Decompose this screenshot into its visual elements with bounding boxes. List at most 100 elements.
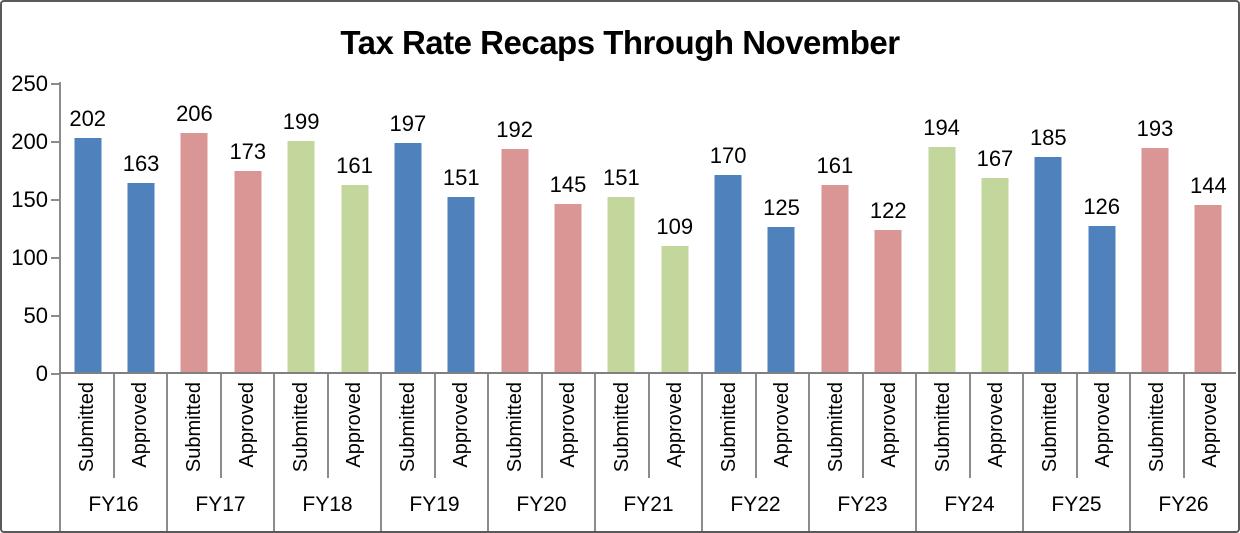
y-axis-tick-mark bbox=[51, 141, 59, 143]
bar-cell: 173 bbox=[221, 82, 274, 372]
bar-cell: 194 bbox=[915, 82, 968, 372]
series-label-submitted: Submitted bbox=[503, 382, 526, 473]
bar-fy17-submitted bbox=[180, 133, 208, 372]
bar-cell: 122 bbox=[862, 82, 915, 372]
value-label: 144 bbox=[1190, 172, 1227, 198]
category-group-fy22: Submitted Approved FY22 bbox=[701, 374, 808, 531]
fiscal-year-label: FY19 bbox=[409, 492, 460, 516]
x-axis-baseline bbox=[59, 372, 1236, 374]
bar-group-fy25: 185 126 bbox=[1022, 82, 1129, 372]
series-label-approved: Approved bbox=[1199, 382, 1222, 468]
category-group-fy26: Submitted Approved FY26 bbox=[1129, 374, 1236, 531]
series-label-cell: Approved bbox=[1078, 374, 1130, 478]
bar-fy23-submitted bbox=[821, 185, 849, 372]
y-axis-tick-label: 50 bbox=[23, 303, 48, 328]
value-label: 151 bbox=[603, 164, 640, 190]
plot-area: 202 163 206 173 199 161 197 151 192 145 151 109 170 1… bbox=[61, 82, 1235, 372]
series-label-cell: Submitted bbox=[1131, 374, 1185, 478]
fiscal-year-label: FY26 bbox=[1158, 492, 1209, 516]
bar-cell: 161 bbox=[808, 82, 861, 372]
bar-fy26-submitted bbox=[1141, 148, 1169, 372]
series-label-row: Submitted Approved bbox=[703, 374, 808, 478]
series-label-cell: Submitted bbox=[596, 374, 650, 478]
bar-cell: 192 bbox=[488, 82, 541, 372]
series-label-submitted: Submitted bbox=[396, 382, 419, 473]
value-label: 109 bbox=[656, 213, 694, 239]
bar-fy21-submitted bbox=[607, 196, 635, 372]
value-label: 194 bbox=[923, 114, 960, 140]
bar-group-fy24: 194 167 bbox=[915, 82, 1022, 372]
series-label-approved: Approved bbox=[343, 382, 366, 468]
series-label-submitted: Submitted bbox=[610, 382, 633, 473]
value-label: 161 bbox=[336, 153, 373, 179]
bar-cell: 161 bbox=[328, 82, 381, 372]
fiscal-year-label: FY25 bbox=[1051, 492, 1102, 516]
series-label-cell: Approved bbox=[543, 374, 595, 478]
series-label-row: Submitted Approved bbox=[489, 374, 594, 478]
category-group-fy18: Submitted Approved FY18 bbox=[273, 374, 380, 531]
bar-fy20-submitted bbox=[501, 149, 529, 372]
series-label-submitted: Submitted bbox=[182, 382, 205, 473]
series-label-row: Submitted Approved bbox=[275, 374, 380, 478]
category-group-fy17: Submitted Approved FY17 bbox=[166, 374, 273, 531]
y-axis-tick-label: 100 bbox=[11, 245, 48, 270]
bar-fy24-submitted bbox=[928, 146, 956, 372]
bar-cell: 151 bbox=[435, 82, 488, 372]
bar-cell: 163 bbox=[114, 82, 167, 372]
bar-cell: 151 bbox=[595, 82, 648, 372]
bar-group-fy17: 206 173 bbox=[168, 82, 275, 372]
value-label: 125 bbox=[763, 195, 800, 220]
bar-fy16-approved bbox=[127, 182, 155, 372]
bar-cell: 206 bbox=[168, 82, 221, 372]
value-label: 173 bbox=[229, 139, 267, 165]
y-axis-tick-mark bbox=[51, 257, 59, 259]
y-axis-tick-label: 200 bbox=[11, 129, 48, 154]
series-label-approved: Approved bbox=[985, 382, 1008, 468]
value-label: 167 bbox=[976, 146, 1014, 172]
series-label-cell: Submitted bbox=[703, 374, 757, 478]
bar-fy24-approved bbox=[981, 178, 1009, 372]
value-label: 202 bbox=[69, 105, 107, 131]
value-label: 199 bbox=[282, 109, 320, 135]
value-label: 185 bbox=[1029, 125, 1067, 151]
bar-group-fy21: 151 109 bbox=[595, 82, 702, 372]
series-label-row: Submitted Approved bbox=[168, 374, 273, 478]
series-label-submitted: Submitted bbox=[1145, 382, 1168, 473]
category-axis-labels: Submitted Approved FY16 Submitted Approved FY… bbox=[59, 374, 1236, 531]
series-label-cell: Submitted bbox=[168, 374, 222, 478]
category-group-fy21: Submitted Approved FY21 bbox=[594, 374, 701, 531]
series-label-cell: Approved bbox=[222, 374, 274, 478]
fiscal-year-label: FY17 bbox=[195, 492, 246, 516]
value-label: 161 bbox=[816, 153, 854, 179]
series-label-approved: Approved bbox=[129, 382, 152, 468]
series-label-cell: Approved bbox=[864, 374, 916, 478]
y-axis-tick-label: 250 bbox=[11, 71, 48, 96]
value-label: 193 bbox=[1136, 116, 1174, 142]
series-label-approved: Approved bbox=[878, 382, 901, 468]
bar-group-fy19: 197 151 bbox=[381, 82, 488, 372]
bar-fy19-approved bbox=[447, 196, 475, 372]
fiscal-year-label: FY20 bbox=[516, 492, 567, 516]
category-group-fy16: Submitted Approved FY16 bbox=[59, 374, 166, 531]
series-label-approved: Approved bbox=[771, 382, 794, 468]
series-label-cell: Approved bbox=[650, 374, 702, 478]
fiscal-year-label: FY21 bbox=[623, 492, 674, 516]
bar-group-fy23: 161 122 bbox=[808, 82, 915, 372]
bar-fy21-approved bbox=[661, 245, 689, 372]
bar-fy25-submitted bbox=[1034, 157, 1062, 372]
bar-fy23-approved bbox=[874, 230, 902, 372]
bar-cell: 202 bbox=[61, 82, 114, 372]
y-axis-line bbox=[59, 82, 61, 374]
series-label-approved: Approved bbox=[1092, 382, 1115, 468]
series-label-approved: Approved bbox=[236, 382, 259, 468]
bar-group-fy20: 192 145 bbox=[488, 82, 595, 372]
series-label-approved: Approved bbox=[557, 382, 580, 468]
category-group-fy20: Submitted Approved FY20 bbox=[487, 374, 594, 531]
bar-fy22-approved bbox=[767, 227, 795, 372]
series-label-row: Submitted Approved bbox=[917, 374, 1022, 478]
category-group-fy23: Submitted Approved FY23 bbox=[808, 374, 915, 531]
category-group-fy25: Submitted Approved FY25 bbox=[1022, 374, 1129, 531]
series-label-cell: Approved bbox=[329, 374, 381, 478]
value-label: 126 bbox=[1083, 193, 1121, 219]
category-group-fy24: Submitted Approved FY24 bbox=[915, 374, 1022, 531]
